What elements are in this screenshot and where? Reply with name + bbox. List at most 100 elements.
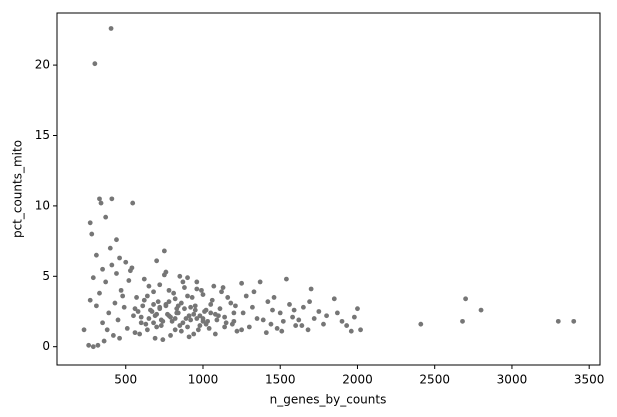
point [331, 296, 337, 302]
point [114, 271, 119, 276]
x-tick-label: 3000 [497, 373, 528, 387]
point [160, 318, 166, 324]
point [126, 278, 132, 283]
point [175, 303, 181, 309]
point [100, 266, 105, 272]
point [460, 318, 465, 324]
point [146, 283, 152, 289]
point [98, 200, 104, 206]
point [211, 283, 217, 289]
point [208, 310, 214, 316]
point [225, 295, 231, 300]
point [101, 338, 107, 344]
point [478, 307, 484, 313]
point [174, 310, 180, 316]
y-tick-label: 15 [35, 128, 50, 142]
x-axis-label: n_genes_by_counts [270, 393, 387, 407]
point [191, 311, 197, 317]
point [117, 335, 122, 341]
point [168, 333, 173, 338]
y-tick-label: 0 [42, 339, 50, 353]
point [231, 310, 237, 316]
point [219, 289, 224, 295]
point [172, 316, 178, 321]
point [90, 344, 96, 350]
point [180, 320, 186, 326]
point [134, 295, 139, 300]
point [166, 287, 172, 293]
point [270, 307, 275, 313]
point [152, 335, 158, 341]
point [188, 304, 194, 310]
point [316, 309, 322, 314]
point [90, 275, 96, 281]
point [222, 314, 228, 320]
point [324, 313, 329, 319]
point [87, 220, 93, 226]
x-tick-label: 2000 [342, 373, 373, 387]
point [250, 304, 255, 310]
point [231, 318, 237, 324]
point [274, 325, 280, 331]
point [152, 313, 158, 319]
point [138, 314, 144, 320]
point [151, 302, 156, 307]
point [189, 295, 195, 300]
point [180, 279, 186, 285]
point [124, 325, 130, 331]
point [358, 327, 363, 333]
point [183, 316, 189, 321]
point [194, 286, 200, 292]
point [157, 306, 163, 312]
point [321, 321, 326, 327]
point [157, 282, 163, 288]
point [109, 196, 115, 202]
point [271, 295, 277, 300]
point [121, 304, 127, 310]
point [206, 325, 212, 331]
point [188, 317, 194, 323]
point [97, 196, 102, 202]
point [138, 320, 144, 326]
point [130, 200, 136, 206]
x-tick-label: 3500 [574, 373, 605, 387]
y-axis-label: pct_counts_mito [11, 140, 25, 238]
point [160, 337, 166, 343]
point [212, 311, 218, 317]
point [186, 334, 192, 340]
point [115, 317, 121, 323]
point [240, 310, 246, 316]
point [114, 237, 119, 243]
point [118, 287, 124, 293]
point [308, 286, 314, 292]
point [148, 307, 153, 313]
point [290, 314, 295, 320]
point [163, 269, 169, 275]
point [89, 231, 95, 237]
point [140, 303, 146, 309]
point [418, 321, 424, 327]
point [191, 331, 197, 337]
point [265, 299, 271, 305]
point [141, 276, 147, 282]
point [110, 333, 116, 338]
point [277, 310, 283, 316]
point [220, 285, 226, 290]
point [251, 289, 257, 295]
x-tick-label: 1000 [188, 373, 219, 387]
point [97, 290, 102, 296]
point [107, 245, 113, 251]
point [257, 279, 263, 285]
point [155, 299, 161, 305]
point [268, 321, 274, 327]
point [146, 316, 152, 321]
point [158, 323, 164, 328]
point [208, 302, 214, 307]
point [311, 316, 317, 321]
point [92, 61, 98, 67]
point [141, 297, 147, 303]
point [239, 327, 245, 333]
point [86, 342, 92, 348]
point [172, 327, 178, 333]
